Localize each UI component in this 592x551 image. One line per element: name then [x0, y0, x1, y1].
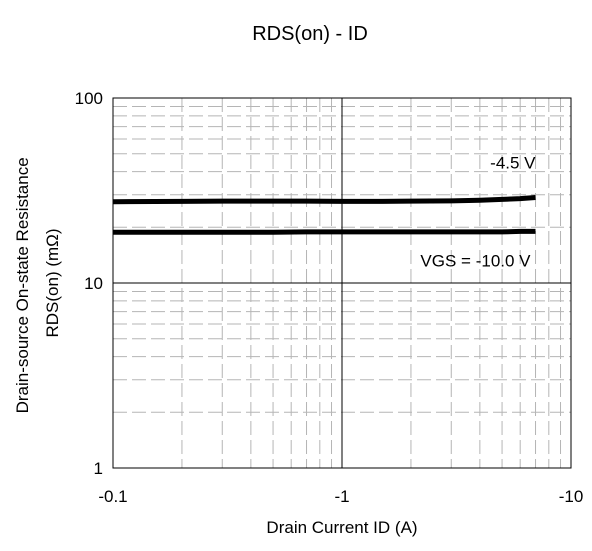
series-annotation-2: VGS = -10.0 V [420, 251, 531, 270]
y-tick-labels: 1 10 100 [75, 89, 103, 478]
series-line-1 [112, 195, 536, 205]
y-axis-label-line-1: Drain-source On-state Resistance [13, 157, 32, 413]
y-tick-label: 1 [94, 459, 103, 478]
x-axis-label: Drain Current ID (A) [266, 518, 417, 537]
series-annotation-1: -4.5 V [490, 153, 536, 172]
plot-area: -4.5 V VGS = -10.0 V [112, 97, 572, 469]
x-tick-label: -10 [559, 487, 584, 506]
x-tick-labels: -0.1 -1 -10 [98, 487, 583, 506]
y-axis-label: Drain-source On-state Resistance RDS(on)… [13, 153, 62, 414]
annotation-layer: -4.5 V VGS = -10.0 V [420, 153, 536, 270]
chart-title: RDS(on) - ID [252, 23, 368, 45]
y-axis-label-line-2: RDS(on) (mΩ) [43, 228, 62, 337]
plot-frame [112, 97, 572, 469]
x-tick-label: -0.1 [98, 487, 127, 506]
y-tick-label: 10 [84, 274, 103, 293]
series-line-2 [113, 228, 536, 235]
y-tick-label: 100 [75, 89, 103, 108]
x-tick-label: -1 [334, 487, 349, 506]
series-layer [112, 195, 536, 235]
